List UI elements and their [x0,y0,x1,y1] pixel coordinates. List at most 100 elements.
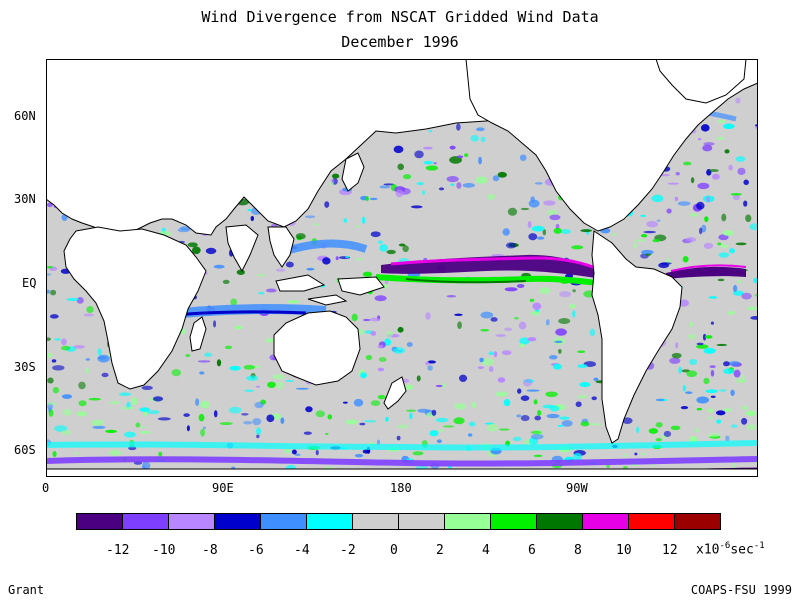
divergence-speckle [216,359,222,367]
divergence-speckle [386,249,396,255]
divergence-speckle [425,312,431,320]
divergence-speckle [354,258,364,261]
divergence-speckle [572,310,576,318]
divergence-speckle [431,409,437,416]
divergence-speckle [702,333,707,341]
divergence-speckle [557,424,564,428]
divergence-speckle [640,233,648,238]
divergence-speckle [85,358,91,361]
divergence-speckle [187,242,198,248]
divergence-speckle [370,231,381,238]
units-prefix: x10 [696,542,720,558]
divergence-speckle [152,396,164,402]
divergence-speckle [697,182,710,190]
divergence-speckle [718,252,730,258]
divergence-speckle [468,421,476,427]
divergence-speckle [450,183,455,186]
divergence-speckle [682,255,689,263]
colorbar-tick-label: -4 [294,543,310,558]
lat-label-30s: 30S [14,360,36,374]
divergence-speckle [422,146,433,150]
divergence-speckle [305,406,313,413]
divergence-speckle [393,145,404,154]
divergence-speckle [458,374,468,382]
divergence-speckle [255,427,262,436]
divergence-speckle [324,201,330,208]
divergence-speckle [725,435,730,442]
divergence-speckle [572,289,576,293]
divergence-speckle [707,408,714,414]
divergence-speckle [722,408,733,412]
divergence-speckle [553,227,562,234]
colorbar-tick-label: 10 [616,543,632,558]
divergence-speckle [646,220,658,228]
divergence-speckle [464,153,469,158]
divergence-speckle [449,145,456,150]
divergence-speckle [200,428,206,437]
divergence-speckle [62,408,72,416]
divergence-speckle [303,431,312,435]
divergence-speckle [205,247,217,255]
divergence-speckle [213,264,225,269]
map-subtitle: December 1996 [341,33,459,51]
divergence-speckle [425,361,430,366]
divergence-speckle [520,415,530,422]
divergence-speckle [383,183,395,186]
divergence-speckle [503,398,511,407]
divergence-speckle [749,223,758,231]
divergence-speckle [611,233,617,236]
divergence-speckle [707,433,720,438]
divergence-speckle [721,213,727,222]
divergence-speckle [718,389,727,392]
divergence-speckle [265,288,277,293]
divergence-speckle [690,177,695,184]
divergence-speckle [101,372,109,378]
divergence-speckle [545,319,550,326]
divergence-speckle [488,366,494,373]
divergence-speckle [453,417,465,425]
divergence-speckle [135,422,141,428]
divergence-speckle [575,401,582,408]
divergence-speckle [716,343,728,347]
divergence-speckle [247,208,253,212]
divergence-speckle [228,406,242,414]
divergence-speckle [502,228,510,236]
divergence-speckle [423,160,434,165]
divergence-speckle [655,422,663,428]
divergence-speckle [537,410,542,416]
divergence-speckle [49,314,59,319]
divergence-speckle [230,298,238,306]
divergence-speckle [677,201,691,206]
divergence-speckle [295,387,309,390]
divergence-speckle [678,299,689,307]
divergence-speckle [345,255,350,259]
divergence-speckle [476,127,485,132]
divergence-speckle [410,205,423,209]
divergence-speckle [478,156,482,165]
divergence-speckle [52,451,57,457]
divergence-speckle [304,215,316,219]
divergence-speckle [486,423,499,432]
colorbar-tick-label: -10 [152,543,176,558]
divergence-speckle [706,196,711,203]
divergence-speckle [696,396,710,404]
divergence-speckle [715,410,726,416]
divergence-speckle [696,407,703,411]
divergence-speckle [442,425,455,428]
divergence-speckle [177,227,190,233]
divergence-speckle [76,411,87,417]
divergence-speckle [652,239,661,243]
divergence-speckle [256,434,260,439]
divergence-speckle [284,449,291,454]
divergence-speckle [591,396,597,401]
divergence-speckle [497,171,507,178]
divergence-speckle [750,315,758,320]
divergence-speckle [696,201,705,210]
divergence-speckle [708,296,718,299]
divergence-speckle [656,219,661,222]
divergence-speckle [732,461,736,469]
divergence-speckle [370,400,381,407]
divergence-speckle [546,209,558,216]
divergence-speckle [402,245,409,253]
divergence-speckle [724,149,730,154]
